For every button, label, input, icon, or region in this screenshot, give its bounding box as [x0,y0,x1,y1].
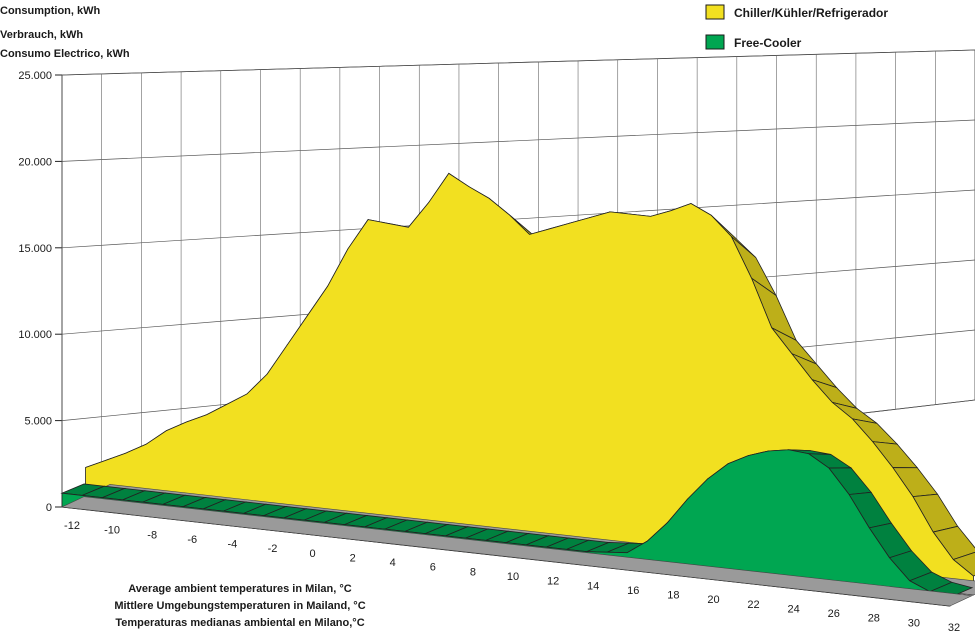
grid-line-y [61,119,975,162]
x-tick-label: 4 [390,557,396,569]
y-tick-label: 25.000 [18,70,52,82]
y-axis-title-line-1: Consumption, kWh [0,5,100,17]
y-axis-tick-labels: 0 5.000 10.000 15.000 20.000 25.000 [18,70,52,514]
x-tick-label: 22 [747,599,759,611]
x-tick-label: -6 [187,534,197,546]
legend-label-free-cooler: Free-Cooler [734,36,802,50]
grid-line-y [61,49,975,76]
y-axis-title-line-2: Verbrauch, kWh [0,29,83,41]
x-tick-label: 6 [430,562,436,574]
x-tick-label: 16 [627,585,639,597]
x-tick-label: -8 [147,529,157,541]
legend-swatch-chiller [705,4,725,20]
y-axis-title-line-3: Consumo Electrico, kWh [0,48,130,60]
x-tick-label: 10 [507,571,519,583]
x-tick-label: 30 [908,617,920,629]
x-tick-label: -10 [104,525,120,537]
x-tick-label: 12 [547,576,559,588]
y-tick-label: 10.000 [18,329,52,341]
x-axis-title: Average ambient temperatures in Milan, °… [114,583,365,629]
x-tick-label: 14 [587,580,599,592]
series-free-cooler [60,449,974,607]
x-tick-label: 24 [788,603,800,615]
legend: Chiller/Kühler/Refrigerador Free-Cooler [705,4,888,50]
grid-line-y [61,189,975,249]
legend-label-chiller: Chiller/Kühler/Refrigerador [734,6,888,20]
y-tick-label: 0 [46,502,52,514]
x-tick-label: 8 [470,566,476,578]
x-tick-label: 28 [868,613,880,625]
series-floor-strip [60,496,974,607]
x-tick-label: 18 [667,590,679,602]
x-axis-title-line-3: Temperaturas medianas ambiental en Milan… [115,617,364,629]
series-front-face [61,449,951,607]
x-tick-label: 20 [707,594,719,606]
x-axis-title-line-2: Mittlere Umgebungstemperaturen in Mailan… [114,600,365,612]
legend-swatch-free-cooler [705,34,725,50]
x-tick-label: -2 [268,543,278,555]
x-axis-title-line-1: Average ambient temperatures in Milan, °… [128,583,351,595]
y-tick-label: 5.000 [24,416,52,428]
y-tick-label: 20.000 [18,156,52,168]
x-axis-tick-labels: -12 -10 -8 -6 -4 -2 0 2 4 6 8 10 12 14 16 18 20 22 24 26 28 3… [64,520,960,634]
x-tick-label: 32 [948,622,960,634]
y-axis-title: Consumption, kWh Verbrauch, kWh Consumo … [0,5,130,60]
x-tick-label: -4 [227,539,237,551]
x-tick-label: 2 [350,552,356,564]
x-tick-label: -12 [64,520,80,532]
y-tick-label: 15.000 [18,243,52,255]
x-tick-label: 0 [309,548,315,560]
series-surfaces [60,172,975,607]
x-tick-label: 26 [828,608,840,620]
